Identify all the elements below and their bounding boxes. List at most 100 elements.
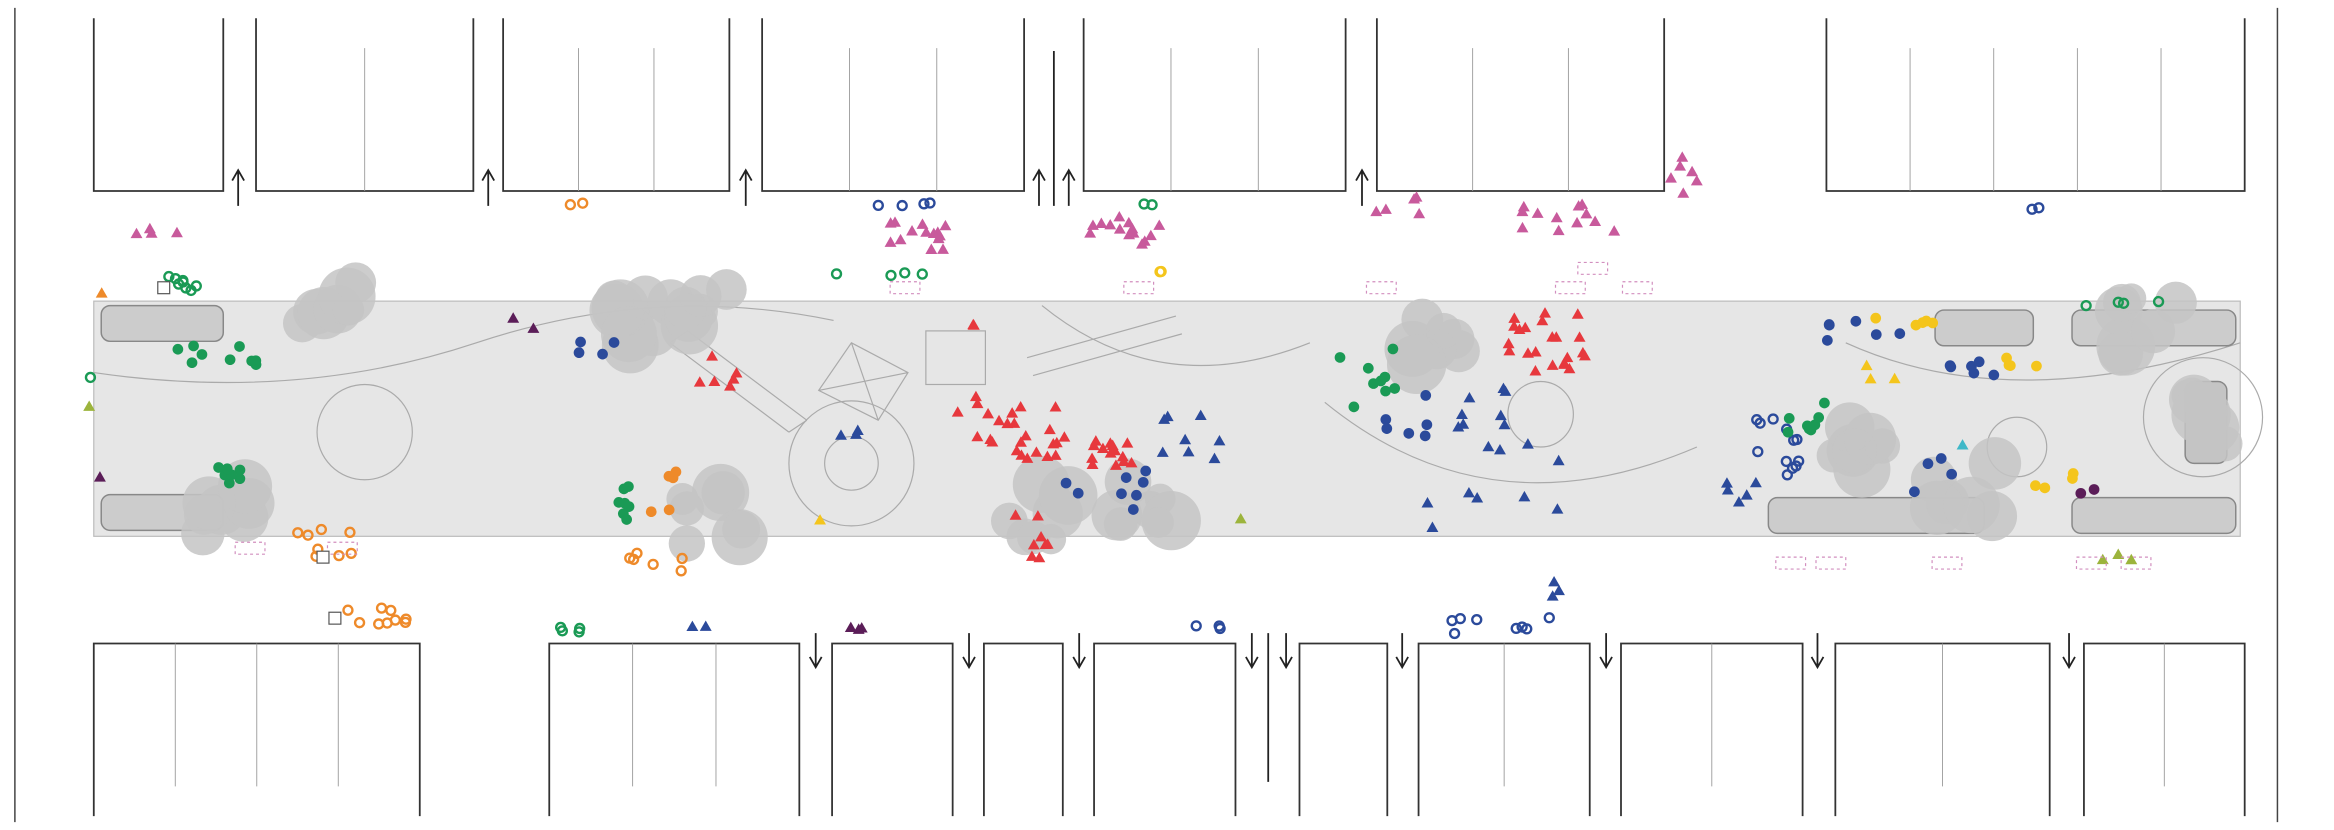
marker-dot [1420, 390, 1432, 401]
marker-dot [186, 357, 198, 369]
marker-dot [1870, 329, 1882, 340]
tree [666, 482, 699, 516]
marker-triangle [1123, 228, 1136, 240]
entry-arrow [962, 633, 976, 670]
marker-triangle [1049, 401, 1062, 412]
marker-triangle [925, 243, 938, 254]
marker-dot [1380, 414, 1392, 425]
marker-triangle [1589, 215, 1602, 226]
marker-triangle [1021, 452, 1034, 463]
entry-arrow [1062, 168, 1076, 206]
marker-box [1365, 281, 1397, 295]
marker-triangle [1095, 217, 1108, 228]
tree [664, 293, 713, 342]
tree [600, 306, 657, 363]
entry-arrow [1279, 633, 1293, 670]
marker-dot [1120, 472, 1132, 483]
edges [14, 7, 2279, 823]
marker-triangle [1043, 423, 1056, 435]
plan-circle [1507, 380, 1574, 448]
marker-triangle [1552, 224, 1565, 236]
marker-dot [1072, 487, 1084, 499]
marker-triangle [1087, 439, 1100, 451]
marker-triangle [1086, 452, 1099, 463]
marker-triangle [1194, 409, 1207, 420]
marker-triangle [708, 375, 721, 386]
marker-triangle [1576, 346, 1589, 358]
marker-box [889, 281, 921, 295]
marker-ring [573, 626, 585, 638]
marker-triangle [920, 226, 933, 237]
marker-dot [621, 514, 633, 525]
marker-triangle [1452, 421, 1465, 432]
marker-dot [188, 340, 199, 352]
tree [2098, 330, 2144, 376]
marker-ring [333, 549, 345, 562]
marker-dot [1894, 328, 1906, 339]
marker-triangle [971, 397, 984, 409]
marker-triangle [1956, 439, 1969, 450]
marker-ring [315, 523, 328, 536]
marker-ring [896, 199, 908, 212]
marker-triangle [1518, 490, 1531, 502]
marker-triangle [971, 430, 984, 442]
marker-triangle [1084, 227, 1097, 238]
tree [1968, 437, 2022, 490]
marker-triangle [1033, 551, 1046, 563]
marker-triangle [1096, 442, 1109, 454]
marker-triangle [693, 376, 706, 387]
building [1834, 642, 2051, 817]
marker-triangle [1104, 218, 1117, 230]
marker-triangle [937, 243, 949, 254]
plan-circle [316, 383, 413, 481]
marker-dot [1850, 315, 1862, 327]
entry-arrow [2062, 633, 2076, 670]
marker-ring [1516, 621, 1528, 633]
plan-shape [925, 330, 986, 386]
marker-triangle [699, 620, 712, 631]
marker-triangle [1503, 344, 1516, 356]
marker-triangle [1455, 408, 1468, 420]
marker-ring [2152, 295, 2165, 308]
marker-dot [670, 466, 682, 478]
marker-triangle [1161, 410, 1174, 422]
marker-ring [400, 613, 412, 625]
marker-square [157, 281, 171, 295]
building [2083, 642, 2246, 817]
marker-triangle [1536, 314, 1549, 326]
marker-triangle [1058, 431, 1071, 442]
marker-dot [221, 463, 233, 475]
marker-dot [1927, 317, 1939, 329]
marker-triangle [1550, 211, 1563, 223]
marker-triangle [1550, 331, 1563, 342]
marker-triangle [1027, 538, 1040, 550]
observation-markers [83, 151, 2165, 640]
marker-triangle [1015, 436, 1027, 447]
marker-dot [1782, 426, 1794, 438]
marker-triangle [1608, 225, 1621, 236]
marker-triangle [1113, 211, 1126, 222]
marker-triangle [1529, 346, 1542, 357]
marker-triangle [1864, 372, 1877, 384]
marker-triangle [1482, 440, 1495, 452]
marker-triangle [993, 414, 1005, 426]
marker-triangle [1686, 165, 1699, 177]
marker-ring [916, 268, 928, 280]
marker-triangle [884, 236, 897, 247]
marker-dot [1922, 458, 1934, 470]
marker-triangle [507, 312, 520, 323]
marker-triangle [1721, 484, 1734, 495]
building [548, 642, 801, 817]
marker-dot [1909, 486, 1920, 498]
marker-dot [1988, 369, 2000, 381]
marker-triangle [1571, 216, 1583, 228]
marker-dot [1334, 352, 1346, 363]
marker-dot [1348, 401, 1360, 413]
marker-triangle [1035, 531, 1048, 542]
marker-triangle [1580, 207, 1593, 219]
marker-triangle [1888, 372, 1901, 384]
marker-triangle [1030, 446, 1043, 457]
marker-triangle [844, 621, 857, 632]
marker-triangle [1408, 193, 1421, 204]
